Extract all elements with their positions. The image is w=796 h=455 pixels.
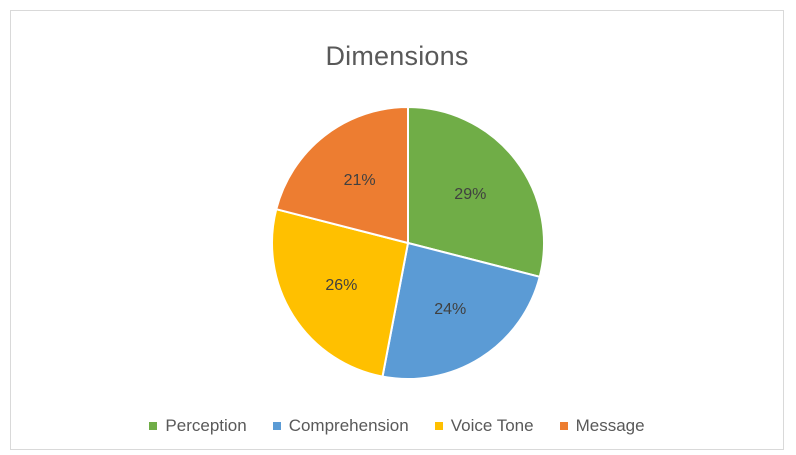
data-label-comprehension: 24% xyxy=(434,301,466,318)
legend-label: Message xyxy=(575,416,645,435)
pie-chart: 29% 24% 26% 21% xyxy=(271,105,545,380)
legend: Perception Comprehension Voice Tone Mess… xyxy=(11,416,783,436)
pie-slice-comprehension xyxy=(381,241,541,380)
pie-slice-voice-tone xyxy=(271,207,410,378)
legend-item-perception: Perception xyxy=(149,416,247,436)
legend-swatch xyxy=(149,422,158,430)
data-label-perception: 29% xyxy=(454,186,486,203)
legend-label: Voice Tone xyxy=(450,416,534,435)
legend-label: Comprehension xyxy=(288,416,409,435)
legend-item-message: Message xyxy=(559,416,645,436)
legend-swatch xyxy=(272,422,281,430)
legend-item-comprehension: Comprehension xyxy=(272,416,409,436)
legend-swatch xyxy=(434,422,443,430)
legend-item-voice-tone: Voice Tone xyxy=(434,416,534,436)
pie-slice-message xyxy=(275,105,409,245)
pie-slice-perception xyxy=(407,105,545,279)
legend-swatch xyxy=(559,422,568,430)
data-label-voice-tone: 26% xyxy=(325,277,357,294)
legend-label: Perception xyxy=(165,416,247,435)
chart-area: Dimensions 29% 24% 26% 21% Perception Compr… xyxy=(10,10,784,450)
data-label-message: 21% xyxy=(344,172,376,189)
chart-title: Dimensions xyxy=(325,41,469,71)
